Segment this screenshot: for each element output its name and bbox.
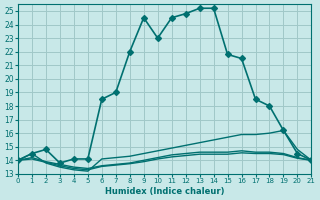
X-axis label: Humidex (Indice chaleur): Humidex (Indice chaleur) <box>105 187 224 196</box>
